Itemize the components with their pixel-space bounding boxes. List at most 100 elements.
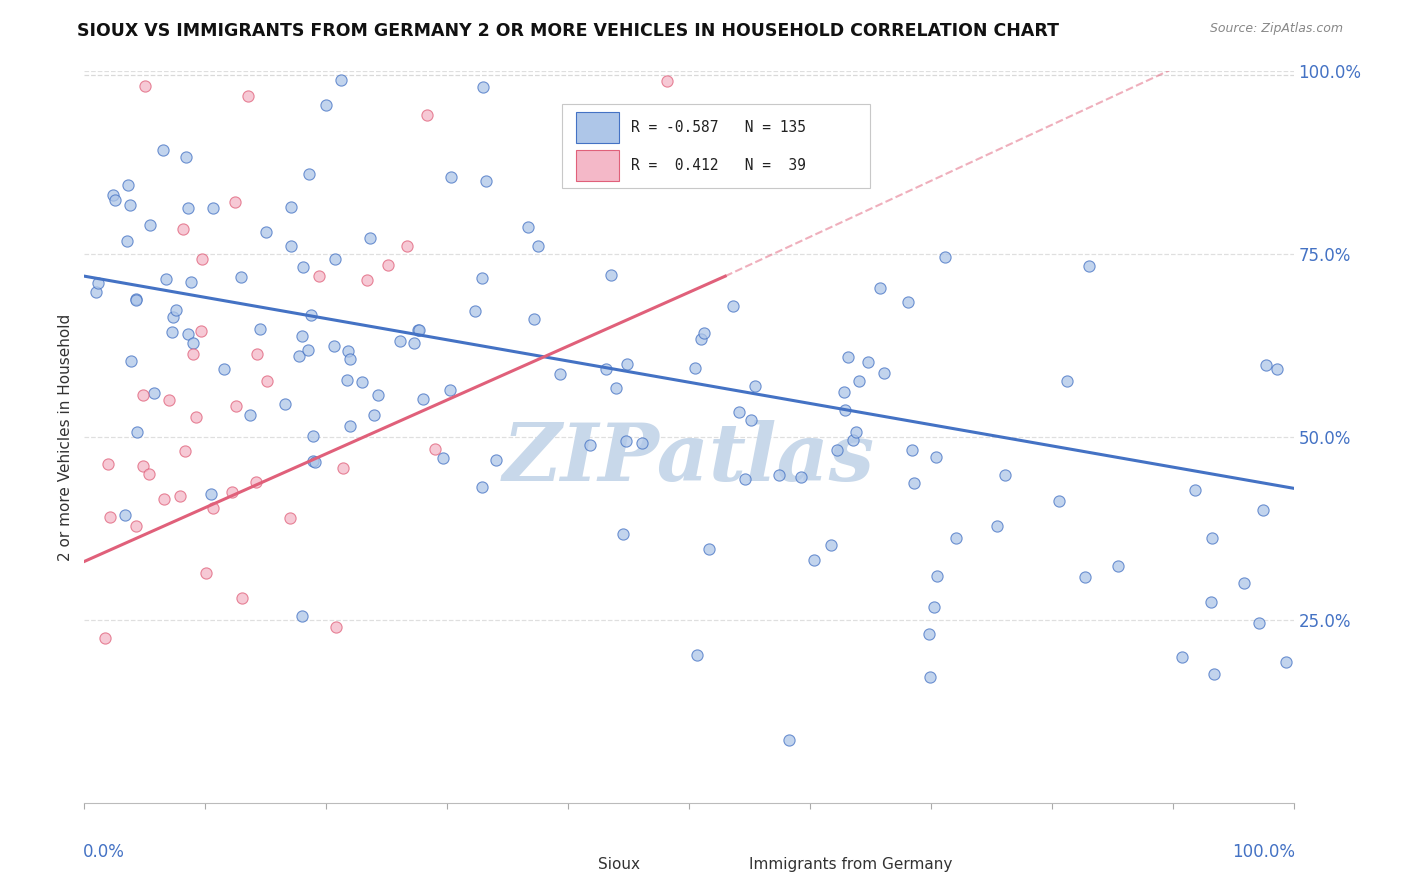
Point [336, 373, 359, 387]
Point [406, 323, 429, 337]
Point [616, 357, 638, 371]
Point [389, 334, 412, 349]
Point [292, 260, 315, 274]
Point [173, 222, 195, 236]
Point [322, 339, 344, 353]
Point [132, 458, 155, 473]
Point [157, 392, 180, 407]
Point [138, 218, 160, 232]
Point [858, 355, 880, 369]
Point [1202, 667, 1225, 681]
Point [631, 436, 654, 450]
Point [114, 508, 136, 523]
Point [1275, 656, 1298, 670]
Bar [562, 854, 589, 874]
Point [174, 443, 197, 458]
Point [464, 304, 486, 318]
Point [87, 276, 110, 290]
Point [118, 197, 141, 211]
Point [404, 336, 426, 351]
Point [153, 492, 176, 507]
Point [339, 418, 361, 433]
Point [683, 360, 706, 375]
Point [1249, 615, 1271, 630]
Point [120, 353, 142, 368]
Point [728, 405, 751, 419]
Point [291, 329, 314, 343]
Point [517, 220, 540, 235]
Point [169, 490, 191, 504]
Point [1184, 483, 1206, 498]
Point [655, 74, 678, 88]
Point [155, 272, 177, 286]
Point [288, 349, 311, 363]
Point [181, 336, 204, 351]
Point [721, 299, 744, 313]
Point [820, 538, 842, 552]
Point [527, 239, 550, 253]
Point [389, 32, 412, 46]
Point [152, 143, 174, 157]
Point [201, 202, 224, 216]
Point [1254, 358, 1277, 372]
Point [229, 269, 252, 284]
Point [550, 368, 572, 382]
Point [245, 475, 267, 489]
Point [101, 187, 124, 202]
Point [117, 235, 139, 249]
Point [183, 347, 205, 361]
Point [124, 292, 146, 306]
Point [256, 374, 278, 388]
Point [471, 271, 494, 285]
Point [377, 258, 399, 272]
Point [523, 311, 546, 326]
Point [177, 327, 200, 342]
Point [439, 170, 461, 185]
Point [299, 309, 322, 323]
Point [842, 433, 865, 447]
Point [246, 347, 269, 361]
Point [832, 384, 855, 399]
Point [304, 455, 326, 469]
Point [117, 178, 139, 193]
Point [124, 519, 146, 533]
Point [94, 631, 117, 645]
Point [280, 200, 302, 214]
Point [925, 569, 948, 583]
Point [98, 510, 121, 524]
Point [249, 322, 271, 336]
Point [768, 467, 790, 482]
Y-axis label: 2 or more Vehicles in Household: 2 or more Vehicles in Household [58, 313, 73, 561]
Point [1078, 260, 1101, 274]
Point [699, 541, 721, 556]
Point [439, 383, 461, 397]
Point [1047, 494, 1070, 508]
Point [336, 343, 359, 358]
Point [280, 239, 302, 253]
Point [84, 285, 107, 299]
Point [302, 428, 325, 442]
Point [254, 225, 277, 239]
Point [138, 467, 160, 482]
Point [1199, 595, 1222, 609]
Point [162, 310, 184, 324]
Point [412, 392, 434, 407]
Point [184, 409, 207, 424]
Point [134, 78, 156, 93]
Point [329, 73, 352, 87]
Point [339, 352, 361, 367]
Point [1265, 361, 1288, 376]
Point [472, 79, 495, 94]
Text: 100.0%: 100.0% [1232, 843, 1295, 861]
Point [356, 273, 378, 287]
Point [221, 485, 243, 500]
Text: Immigrants from Germany: Immigrants from Germany [749, 856, 953, 871]
Text: R = -0.587   N = 135: R = -0.587 N = 135 [631, 120, 806, 135]
Point [274, 397, 297, 411]
Text: SIOUX VS IMMIGRANTS FROM GERMANY 2 OR MORE VEHICLES IN HOUSEHOLD CORRELATION CHA: SIOUX VS IMMIGRANTS FROM GERMANY 2 OR MO… [77, 22, 1059, 40]
Point [897, 295, 920, 310]
Point [917, 626, 939, 640]
Point [363, 408, 385, 422]
Point [994, 467, 1017, 482]
Point [200, 487, 222, 501]
